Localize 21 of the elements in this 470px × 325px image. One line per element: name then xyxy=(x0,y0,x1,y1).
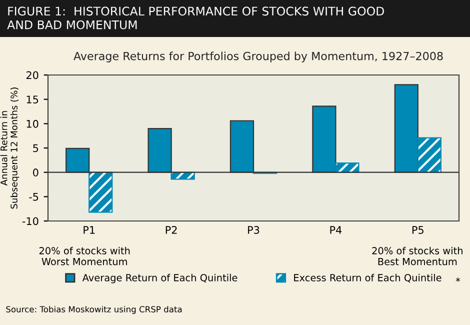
y-tick-label: 20 xyxy=(26,71,38,80)
x-tick-label: P5 xyxy=(412,226,424,234)
text: 20% of stocks with Worst Momentum xyxy=(39,246,130,266)
x-tick-label: P1 xyxy=(84,226,95,234)
source-note: Source: Tobias Moskowitz using CRSP data xyxy=(6,306,182,314)
x-tick-label: P2 xyxy=(166,226,177,234)
y-tick-label: 5 xyxy=(33,144,38,152)
x-tick-label: P4 xyxy=(330,226,342,234)
legend-label: Average Return of Each Quintile xyxy=(82,274,238,284)
y-tick-label: 15 xyxy=(26,96,38,104)
chart-title: FIGURE 1: HISTORICAL PERFORMANCE OF STOCKS WITH GOOD AND BAD MOMENTUM xyxy=(7,6,384,30)
y-tick-label: 10 xyxy=(26,120,38,128)
y-tick-label: -10 xyxy=(22,217,38,226)
y-tick-label: -5 xyxy=(29,193,38,201)
text: * xyxy=(456,277,460,282)
legend-label: Excess Return of Each Quintile xyxy=(294,274,442,282)
chart-subtitle: Average Returns for Portfolios Grouped by Momentum, 1927–2008 xyxy=(74,52,443,62)
y-axis-title: Annual Return in Subsequent 12 Months (%) xyxy=(0,88,20,209)
y-tick-label: 0 xyxy=(33,168,38,176)
x-tick-label: P3 xyxy=(248,226,260,234)
text: 20% of stocks with Best Momentum xyxy=(372,246,462,266)
